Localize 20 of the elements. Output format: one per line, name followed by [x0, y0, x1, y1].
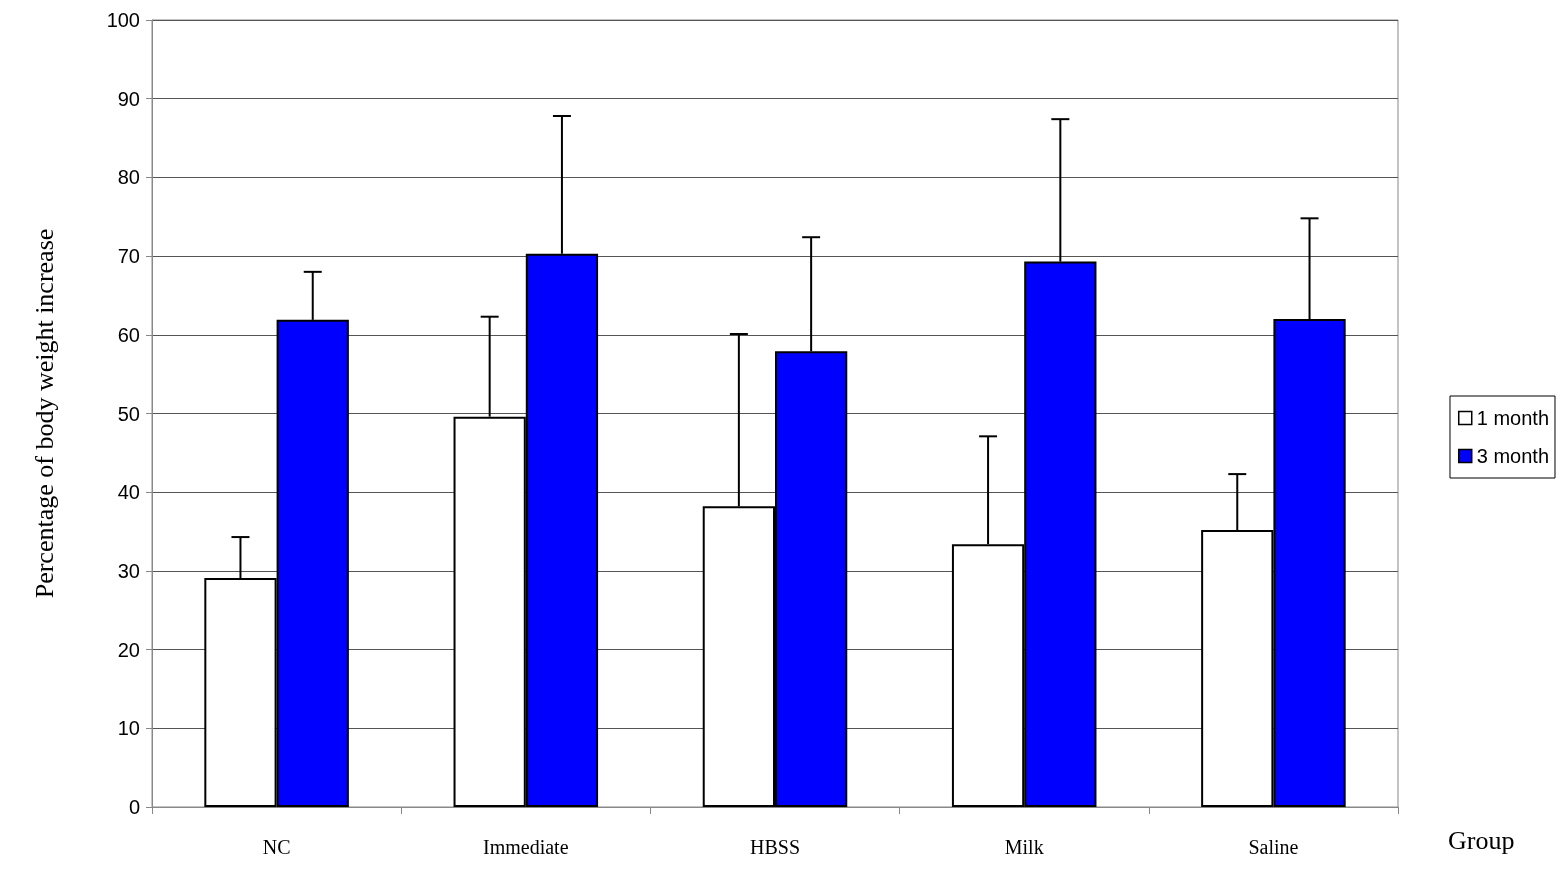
x-tick-label: Immediate: [483, 836, 569, 858]
y-tick-label: 0: [128, 796, 140, 818]
legend-label: 3 month: [1476, 445, 1549, 467]
y-tick-label: 30: [117, 559, 140, 582]
y-tick-label: 100: [106, 9, 140, 31]
y-tick-label: 90: [117, 87, 140, 110]
y-tick-label: 40: [117, 481, 140, 504]
y-tick-label: 70: [117, 245, 140, 268]
y-tick-label: 60: [117, 323, 140, 346]
x-tick-label: HBSS: [749, 836, 801, 858]
x-tick-label: Milk: [1004, 836, 1044, 858]
y-tick-label: 50: [117, 402, 140, 425]
y-tick-label: 80: [117, 166, 140, 189]
legend-label: 1 month: [1476, 407, 1549, 429]
y-tick-label: 20: [117, 638, 140, 661]
x-tick-label: Saline: [1248, 836, 1299, 858]
y-axis-title: Percentage of body weight increase: [29, 228, 59, 599]
y-tick-label: 10: [117, 717, 140, 740]
x-tick-label: NC: [262, 836, 291, 858]
x-axis-title: Group: [1448, 825, 1515, 855]
